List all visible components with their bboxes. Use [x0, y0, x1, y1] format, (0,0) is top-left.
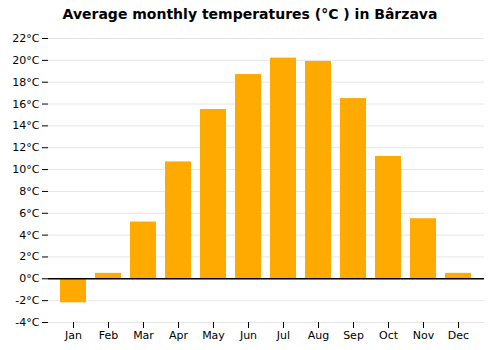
svg-text:Apr: Apr [169, 329, 189, 342]
svg-text:2°C: 2°C [19, 250, 39, 263]
svg-text:0°C: 0°C [19, 272, 39, 285]
html-text:Average monthly temperatures (: Average monthly temperatures (°C ) in Bâ… [62, 6, 438, 22]
svg-text:16°C: 16°C [12, 98, 39, 111]
svg-text:18°C: 18°C [12, 76, 39, 89]
svg-text:22°C: 22°C [12, 32, 39, 45]
svg-text:Feb: Feb [99, 329, 118, 342]
svg-text:12°C: 12°C [12, 141, 39, 154]
svg-text:-2°C: -2°C [15, 294, 39, 307]
svg-text:Jan: Jan [64, 329, 82, 342]
svg-text:8°C: 8°C [19, 185, 39, 198]
svg-text:Dec: Dec [448, 329, 469, 342]
svg-text:-4°C: -4°C [15, 316, 39, 329]
svg-text:6°C: 6°C [19, 207, 39, 220]
svg-text:Jun: Jun [239, 329, 257, 342]
svg-text:14°C: 14°C [12, 119, 39, 132]
svg-text:20°C: 20°C [12, 54, 39, 67]
svg-text:Nov: Nov [413, 329, 435, 342]
svg-text:Mar: Mar [133, 329, 154, 342]
svg-text:May: May [202, 329, 225, 342]
svg-text:Sep: Sep [343, 329, 364, 342]
svg-text:Jul: Jul [276, 329, 290, 342]
svg-text:Oct: Oct [379, 329, 399, 342]
svg-text:Aug: Aug [308, 329, 329, 342]
svg-text:10°C: 10°C [12, 163, 39, 176]
svg-text:4°C: 4°C [19, 229, 39, 242]
